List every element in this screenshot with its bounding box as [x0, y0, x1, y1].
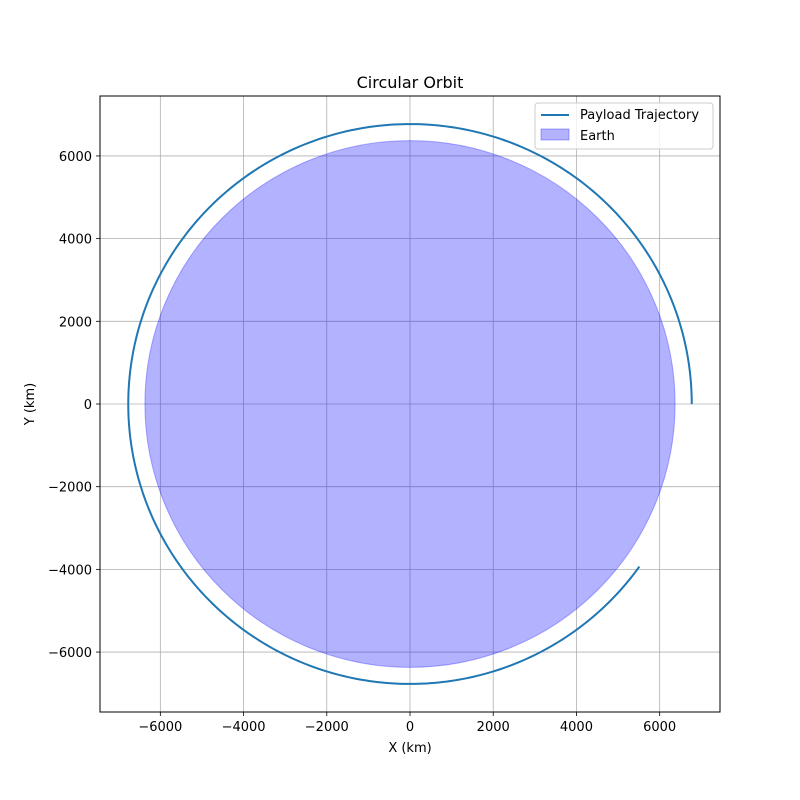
chart-title: Circular Orbit — [357, 73, 464, 92]
legend-label-payload-trajectory: Payload Trajectory — [580, 108, 699, 123]
y-tick-label: 0 — [84, 398, 92, 413]
x-tick-label: 0 — [406, 720, 414, 735]
x-tick-label: −2000 — [305, 720, 349, 735]
grid — [100, 96, 720, 712]
y-tick-label: 2000 — [59, 315, 92, 330]
y-tick-label: −2000 — [48, 481, 92, 496]
legend-box — [534, 102, 714, 150]
legend-label-earth: Earth — [580, 129, 615, 144]
x-tick-label: 2000 — [477, 720, 510, 735]
ticks: −6000 −4000 −2000 0 2000 4000 6000 −6000 −4000 −2… — [48, 150, 676, 735]
y-tick-label: 4000 — [59, 233, 92, 248]
legend: Payload Trajectory Earth — [534, 102, 714, 150]
y-tick-label: −4000 — [48, 563, 92, 578]
plot-content — [127, 123, 693, 685]
x-axis-label: X (km) — [388, 741, 431, 756]
y-tick-label: 6000 — [59, 150, 92, 165]
x-tick-label: −4000 — [222, 720, 266, 735]
y-axis-label: Y (km) — [23, 383, 38, 426]
x-tick-label: −6000 — [138, 720, 182, 735]
x-tick-label: 4000 — [560, 720, 593, 735]
y-tick-label: −6000 — [48, 646, 92, 661]
legend-swatch-earth — [540, 128, 570, 141]
payload-trajectory-line — [127, 123, 693, 685]
x-tick-label: 6000 — [643, 720, 676, 735]
earth-disc — [144, 140, 676, 668]
